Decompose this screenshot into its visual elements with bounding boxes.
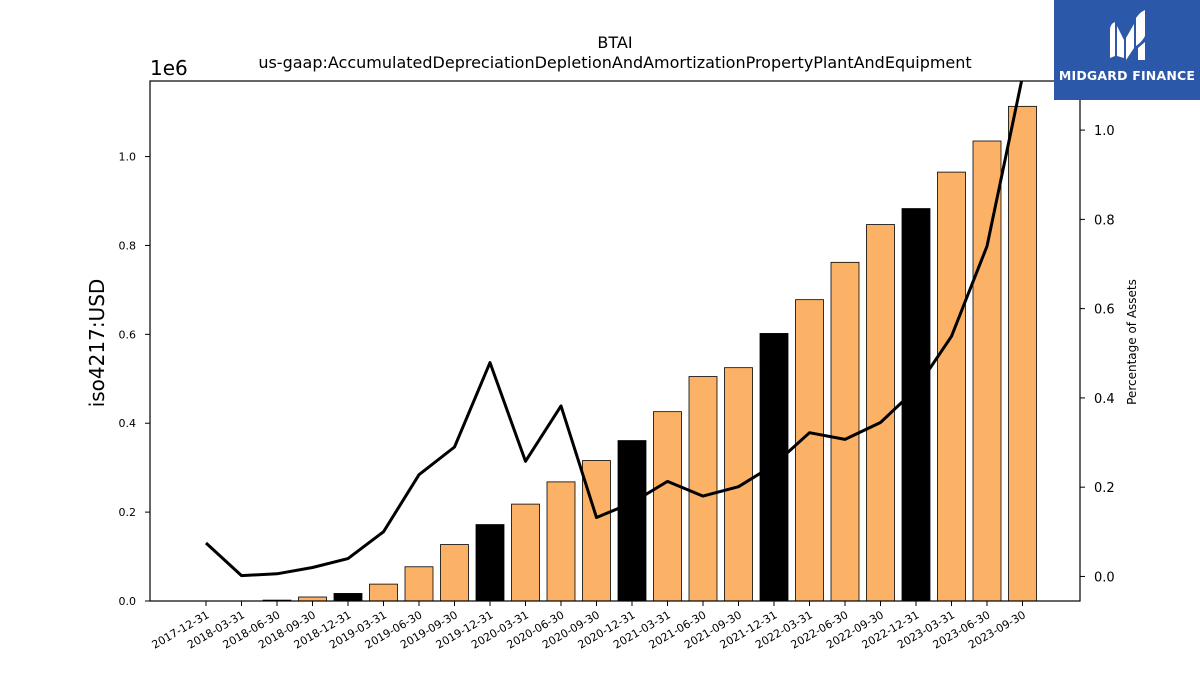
plot-frame [149,80,1081,602]
midgard-logo-icon [1110,10,1145,60]
y2-tick-label: 0.2 [1094,481,1115,496]
y2-tick-label: 0.0 [1094,570,1115,585]
bar-2022-12-31 [901,208,931,602]
chart-title: BTAI [597,33,632,52]
bar-2018-12-31 [333,593,363,602]
bar-2022-06-30 [830,261,860,602]
bar-2020-06-30 [546,481,576,602]
brand-logo: MIDGARD FINANCE [1054,0,1200,100]
chart-subtitle: us-gaap:AccumulatedDepreciationDepletion… [258,53,971,72]
y-scale-label: 1e6 [150,56,188,80]
bar-2020-03-31 [511,503,540,602]
y-tick-label: 0.6 [119,328,137,341]
bar-2021-03-31 [653,411,682,602]
bar-2022-03-31 [795,299,824,602]
bar-2019-03-31 [369,583,398,602]
y2-axis-label: Percentage of Assets [1125,279,1139,405]
y-tick-label: 0.0 [119,595,137,608]
bar-2020-09-30 [582,460,611,602]
y2-tick-label: 0.6 [1094,303,1115,318]
y-axis-label: iso4217:USD [85,279,109,408]
y2-tick-label: 0.4 [1094,392,1115,407]
bar-2019-09-30 [440,544,469,602]
percentage-of-assets-line [204,81,1024,578]
bar-2021-12-31 [759,333,789,602]
bar-2020-12-31 [617,440,647,602]
bar-2021-06-30 [688,376,718,602]
y-tick-label: 0.8 [119,239,137,252]
y2-tick-label: 0.8 [1094,213,1115,228]
bar-2023-09-30 [1008,105,1037,602]
y-tick-label: 0.4 [119,417,137,430]
y2-tick-label: 1.0 [1094,124,1115,139]
y-tick-label: 1.0 [119,151,137,164]
y-tick-label: 0.2 [119,506,137,519]
bar-2023-06-30 [972,140,1002,602]
bar-2019-12-31 [475,524,505,602]
brand-name: MIDGARD FINANCE [1058,68,1196,83]
bar-2023-03-31 [937,171,966,602]
bar-2019-06-30 [404,566,434,602]
bar-2021-09-30 [724,367,753,602]
